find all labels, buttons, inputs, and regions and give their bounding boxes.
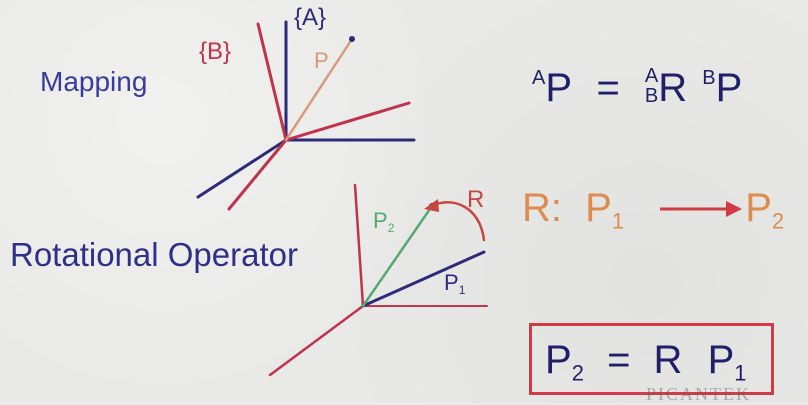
rotation-operator-equation: R: P1 P2 — [522, 180, 784, 250]
frame-a-label: {A} — [294, 4, 327, 31]
mapping-lhs-base: P — [545, 66, 572, 110]
vector-p1-label-sub: 1 — [458, 283, 466, 298]
frame-b-z-axis — [256, 22, 288, 142]
vector-p-tip — [349, 36, 355, 42]
frame-b-label: {B} — [199, 38, 232, 65]
boxed-r: R — [653, 338, 683, 382]
watermark: PICANTEK — [646, 384, 751, 404]
boxed-rhs-sub: 1 — [734, 360, 747, 386]
vector-p1-label-base: P — [444, 270, 459, 295]
rotation-operator-from-sub: 1 — [611, 208, 625, 234]
mapping-equals: = — [596, 66, 620, 110]
rotation-frame-z-axis — [353, 183, 365, 308]
mapping-lhs-superscript: A — [532, 67, 546, 89]
vector-p2 — [361, 204, 434, 308]
rotation-operator-to-base: P — [745, 186, 772, 230]
rotation-frame-y-axis — [268, 304, 365, 377]
boxed-equation: P2 = R P1 — [545, 332, 747, 402]
vector-p2-label-sub: 2 — [387, 221, 395, 236]
mapping-label: Mapping — [40, 66, 148, 97]
rotation-matrix-superscript: A — [644, 64, 659, 87]
frame-b-y-axis — [227, 138, 288, 211]
rotation-operator-to-sub: 2 — [771, 208, 785, 234]
rotation-matrix-subscript: B — [644, 85, 659, 107]
frame-b-x-axis — [284, 101, 411, 142]
boxed-lhs-sub: 2 — [571, 360, 584, 386]
rotation-operator-from-base: P — [585, 186, 612, 230]
vector-p1-label: P1 — [444, 270, 465, 297]
mapping-arrow-head — [726, 201, 742, 217]
vector-p-label: P — [314, 48, 329, 73]
mapping-rhs-base: P — [715, 66, 743, 110]
boxed-lhs-base: P — [545, 338, 572, 382]
frame-a-y-axis — [196, 138, 288, 199]
rotation-operator-r: R: — [522, 186, 562, 230]
vector-p-mapping — [284, 37, 354, 142]
frame-b-axes — [227, 22, 411, 211]
rotation-arc-arrowhead — [424, 199, 439, 212]
rotation-arc-label: R — [467, 186, 485, 213]
rotation-matrix-base: R — [658, 66, 688, 110]
vector-p1 — [361, 250, 486, 308]
boxed-equation-frame — [529, 323, 774, 395]
boxed-equals: = — [607, 338, 631, 382]
vector-p2-label: P2 — [373, 208, 394, 235]
frame-a-axes — [196, 20, 416, 199]
boxed-rhs-base: P — [707, 338, 735, 382]
rotational-operator-label: Rotational Operator — [10, 236, 298, 273]
rotation-frame-axes — [268, 183, 488, 377]
vector-p2-label-base: P — [373, 208, 388, 233]
mapping-rhs-superscript: B — [702, 67, 716, 89]
